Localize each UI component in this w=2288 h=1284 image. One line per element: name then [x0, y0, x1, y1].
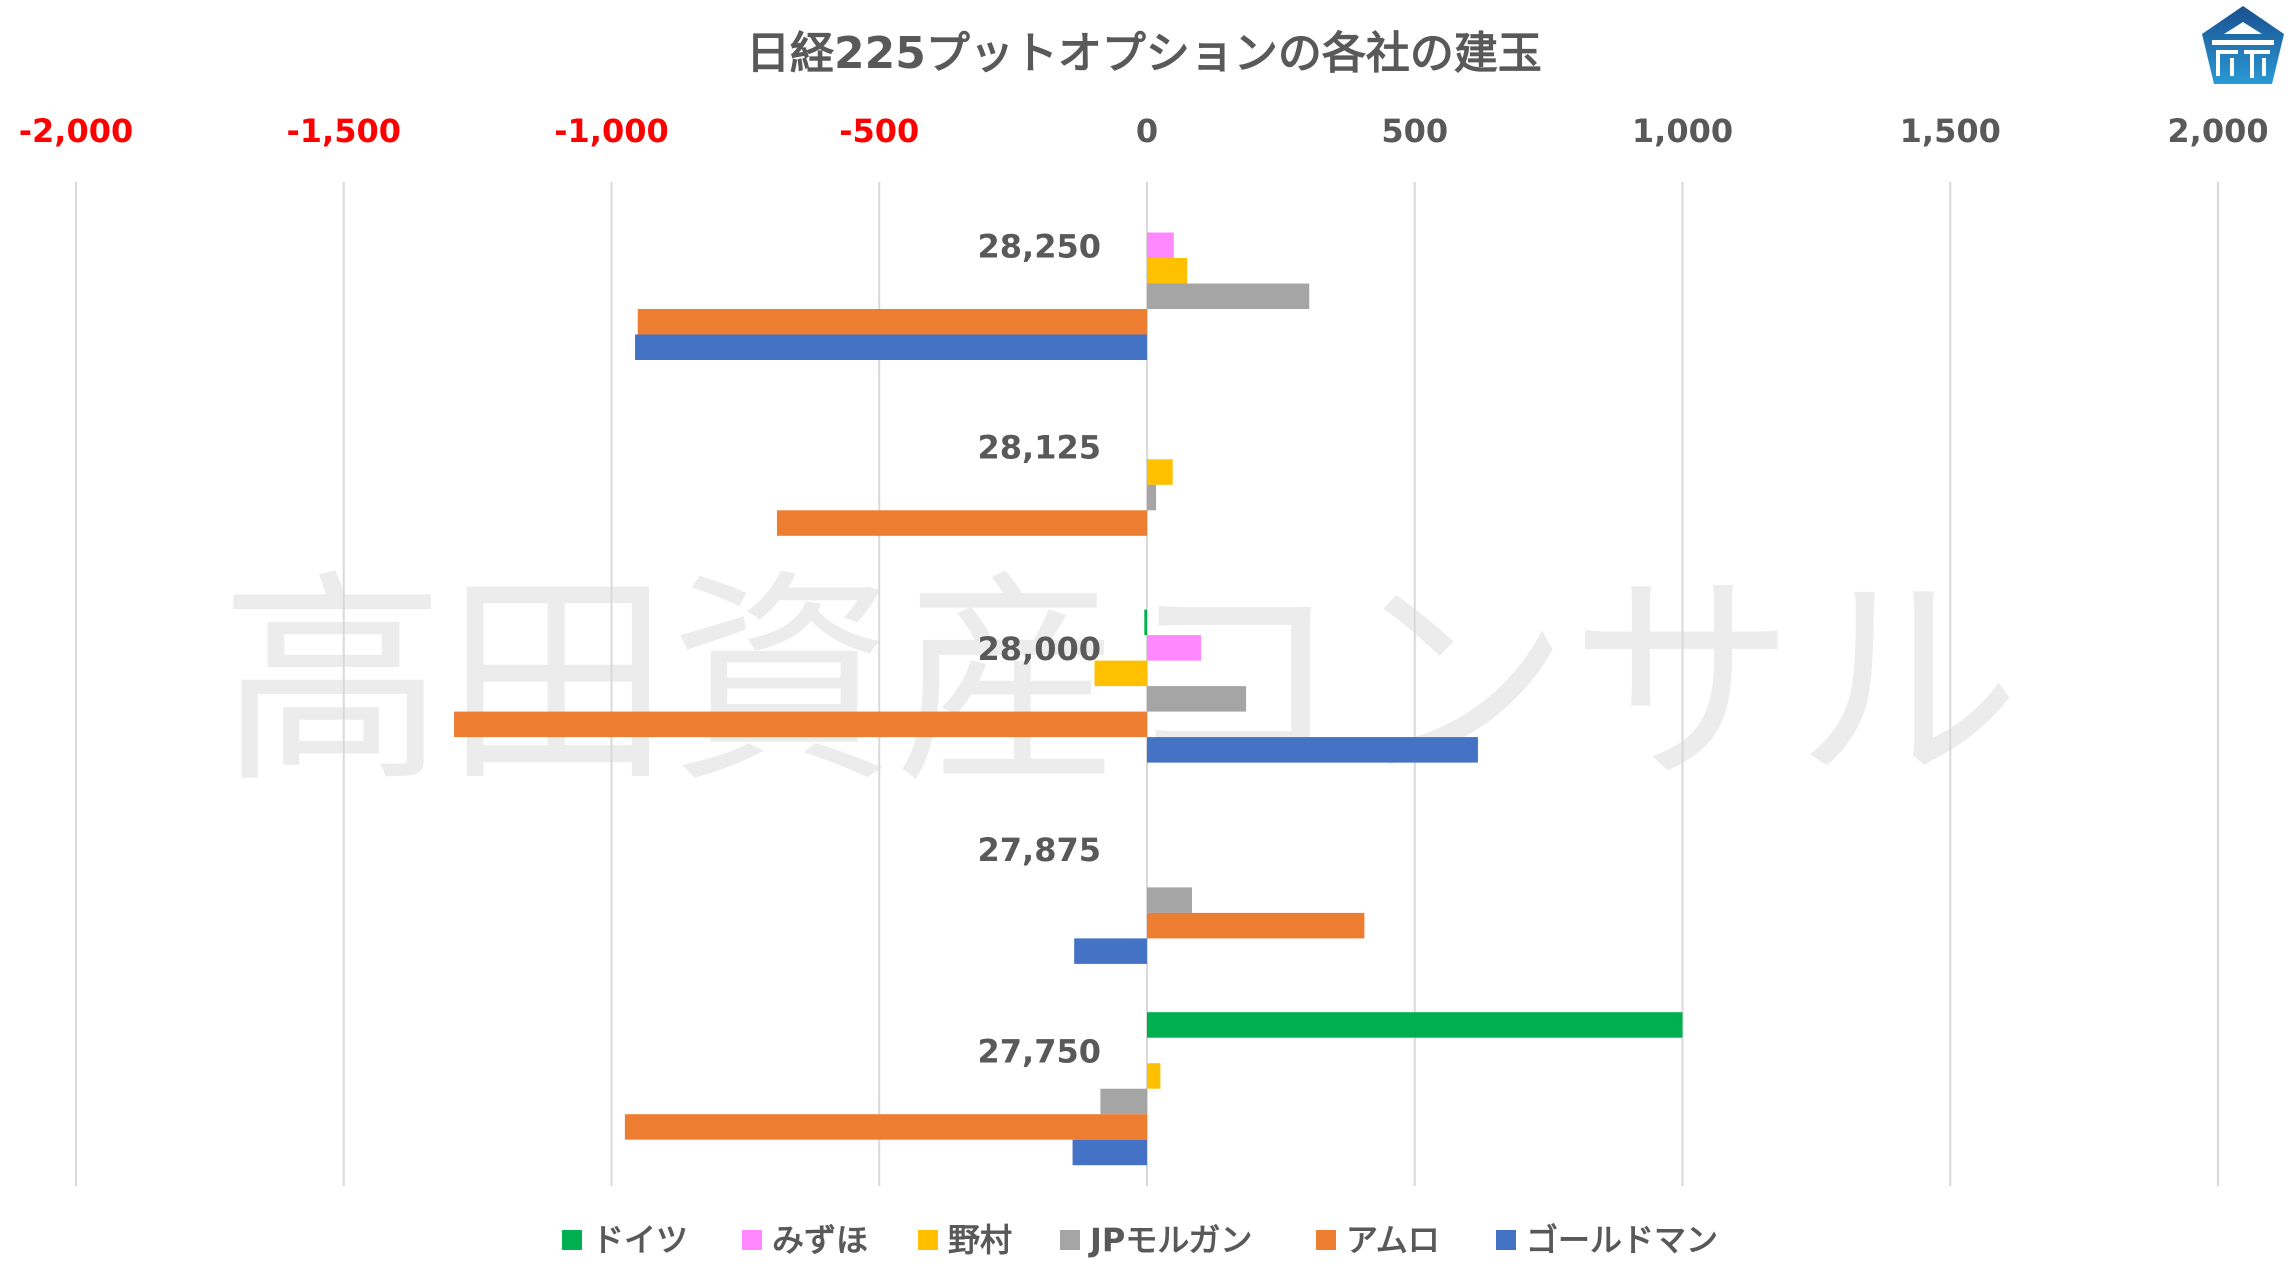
bar-0-4 — [637, 309, 1147, 335]
bar-1-4 — [776, 510, 1147, 536]
bar-3-5 — [1074, 938, 1147, 964]
bar-2-2 — [1094, 660, 1147, 687]
bar-4-0 — [1147, 1012, 1683, 1038]
legend-swatch — [562, 1230, 582, 1250]
legend-label: 野村 — [948, 1221, 1012, 1259]
bar-4-4 — [624, 1114, 1147, 1140]
x-tick-label: 0 — [1136, 112, 1158, 150]
bar-2-0 — [1144, 609, 1147, 636]
category-label: 28,000 — [978, 630, 1101, 668]
bar-2-4 — [454, 711, 1147, 738]
x-tick-label: 500 — [1381, 112, 1448, 150]
legend-swatch — [742, 1230, 762, 1250]
x-tick-label: -1,500 — [287, 112, 402, 150]
legend-swatch — [1060, 1230, 1080, 1250]
bar-4-5 — [1072, 1139, 1147, 1166]
category-label: 28,125 — [978, 429, 1101, 467]
x-tick-label: 2,000 — [2167, 112, 2268, 150]
legend-label: JPモルガン — [1088, 1221, 1252, 1259]
bar-3-4 — [1147, 912, 1365, 939]
x-tick-label: -2,000 — [19, 112, 134, 150]
bar-4-2 — [1147, 1063, 1161, 1089]
category-label: 27,875 — [978, 831, 1101, 869]
chart-title: 日経225プットオプションの各社の建玉 — [746, 28, 1542, 79]
bar-1-2 — [1147, 459, 1173, 485]
category-label: 27,750 — [978, 1032, 1101, 1070]
bar-2-5 — [1147, 737, 1478, 763]
x-tick-label: -1,000 — [554, 112, 669, 150]
x-tick-label: 1,500 — [1900, 112, 2001, 150]
logo-icon — [2202, 6, 2284, 84]
legend-swatch — [1496, 1230, 1516, 1250]
bar-1-3 — [1147, 484, 1157, 511]
x-tick-label: 1,000 — [1632, 112, 1733, 150]
bar-4-3 — [1100, 1088, 1147, 1115]
bar-0-2 — [1147, 258, 1188, 284]
bar-2-3 — [1147, 686, 1247, 712]
legend-label: ゴールドマン — [1526, 1221, 1718, 1259]
legend-label: ドイツ — [592, 1221, 688, 1259]
legend-label: アムロ — [1346, 1221, 1440, 1259]
legend-swatch — [1316, 1230, 1336, 1250]
bar-0-5 — [635, 334, 1147, 360]
legend-swatch — [918, 1230, 938, 1250]
bar-3-3 — [1147, 887, 1192, 913]
bar-0-1 — [1147, 232, 1174, 258]
legend-label: みずほ — [772, 1221, 868, 1259]
x-tick-label: -500 — [839, 112, 919, 150]
bar-2-1 — [1147, 635, 1202, 661]
bar-0-3 — [1147, 283, 1310, 309]
category-label: 28,250 — [978, 227, 1101, 265]
